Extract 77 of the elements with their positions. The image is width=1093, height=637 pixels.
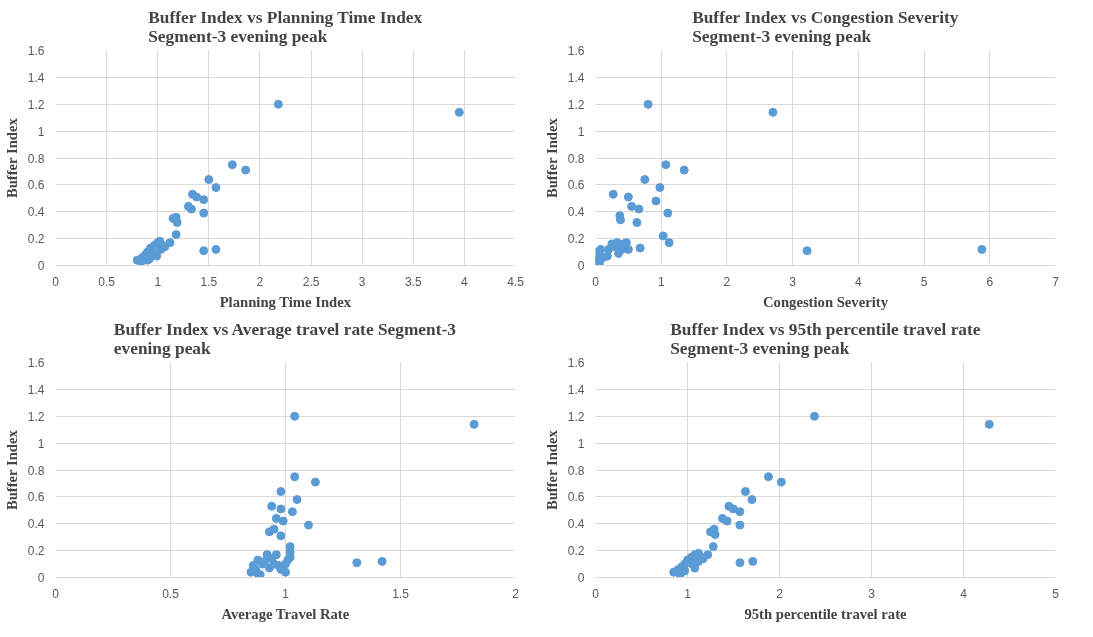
y-tick-label: 1.6 xyxy=(27,356,45,370)
y-tick-label: 0 xyxy=(37,571,45,585)
y-tick-label: 0.8 xyxy=(27,463,45,478)
x-tick-label: 4 xyxy=(960,586,968,601)
y-tick-label: 0.6 xyxy=(27,178,45,193)
y-tick-label: 1.6 xyxy=(567,44,585,58)
y-tick-label: 1.4 xyxy=(567,70,585,85)
y-tick-label: 1.6 xyxy=(567,356,585,370)
x-tick-label: 1 xyxy=(154,274,162,289)
x-tick-label: 0.5 xyxy=(98,274,116,289)
chart-title: Buffer Index vs Congestion Severity Segment-3 evening peak xyxy=(692,7,959,46)
y-axis-title: Buffer Index xyxy=(3,117,20,199)
x-tick-label: 2.5 xyxy=(302,274,320,289)
x-tick-label: 6 xyxy=(986,274,994,289)
y-tick-label: 0.4 xyxy=(567,517,585,532)
x-tick-label: 5 xyxy=(920,274,928,289)
y-tick-label: 0.6 xyxy=(27,490,45,505)
x-axis-title: Average Travel Rate xyxy=(221,605,350,622)
x-tick-label: 3 xyxy=(358,274,366,289)
x-tick-label: 0 xyxy=(592,274,600,289)
y-axis-title: Buffer Index xyxy=(3,429,20,511)
x-tick-label: 3 xyxy=(868,586,876,601)
y-tick-label: 1.6 xyxy=(27,44,45,58)
y-tick-label: 0 xyxy=(577,571,585,585)
y-tick-label: 1.4 xyxy=(27,382,45,397)
y-axis-title: Buffer Index xyxy=(543,429,560,511)
x-axis-title: 95th percentile travel rate xyxy=(744,605,908,622)
x-tick-label: 2 xyxy=(512,586,520,601)
y-tick-label: 0.8 xyxy=(567,151,585,166)
y-tick-label: 0 xyxy=(37,259,45,273)
x-tick-label: 0 xyxy=(52,274,60,289)
x-tick-label: 1 xyxy=(657,274,665,289)
chart-title: Buffer Index vs Average travel rate Segment-3 evening peak xyxy=(113,319,457,358)
y-tick-label: 1.2 xyxy=(567,97,585,112)
x-tick-label: 5 xyxy=(1052,586,1060,601)
x-tick-label: 0 xyxy=(52,586,60,601)
x-tick-label: 2 xyxy=(776,586,784,601)
y-tick-label: 1 xyxy=(577,124,585,139)
x-tick-label: 3 xyxy=(789,274,797,289)
y-tick-label: 1 xyxy=(37,436,45,451)
x-tick-label: 4 xyxy=(855,274,863,289)
x-tick-label: 1.5 xyxy=(392,586,410,601)
x-axis-title: Congestion Severity xyxy=(763,293,889,310)
chart-title: Buffer Index vs Planning Time Index Segment-3 evening peak xyxy=(148,7,423,46)
y-tick-label: 0.8 xyxy=(567,463,585,478)
x-tick-label: 4.5 xyxy=(507,274,525,289)
y-tick-label: 1.2 xyxy=(567,409,585,424)
y-tick-label: 1.2 xyxy=(27,409,45,424)
chart-title: Buffer Index vs 95th percentile travel rate Segment-3 evening peak xyxy=(670,319,981,358)
y-tick-label: 0.2 xyxy=(27,544,45,559)
y-tick-label: 0.6 xyxy=(567,490,585,505)
y-tick-label: 0 xyxy=(577,259,585,273)
y-tick-label: 0.2 xyxy=(567,544,585,559)
x-tick-label: 3.5 xyxy=(404,274,422,289)
x-axis-title: Planning Time Index xyxy=(219,293,352,310)
x-tick-label: 1.5 xyxy=(200,274,218,289)
y-tick-label: 1 xyxy=(577,436,585,451)
y-tick-label: 0.6 xyxy=(567,178,585,193)
x-tick-label: 7 xyxy=(1052,274,1060,289)
x-tick-label: 4 xyxy=(461,274,469,289)
y-tick-label: 0.2 xyxy=(567,232,585,247)
y-tick-label: 0.2 xyxy=(27,232,45,247)
x-tick-label: 0 xyxy=(592,586,600,601)
x-tick-label: 1 xyxy=(684,586,692,601)
x-tick-label: 2 xyxy=(723,274,731,289)
y-tick-label: 0.8 xyxy=(27,151,45,166)
x-tick-label: 0.5 xyxy=(162,586,180,601)
y-tick-label: 0.4 xyxy=(567,205,585,220)
y-axis-title: Buffer Index xyxy=(543,117,560,199)
y-tick-label: 1.2 xyxy=(27,97,45,112)
y-tick-label: 0.4 xyxy=(27,205,45,220)
y-tick-label: 1.4 xyxy=(567,382,585,397)
x-tick-label: 1 xyxy=(282,586,290,601)
y-tick-label: 1 xyxy=(37,124,45,139)
y-tick-label: 0.4 xyxy=(27,517,45,532)
y-tick-label: 1.4 xyxy=(27,70,45,85)
x-tick-label: 2 xyxy=(256,274,264,289)
